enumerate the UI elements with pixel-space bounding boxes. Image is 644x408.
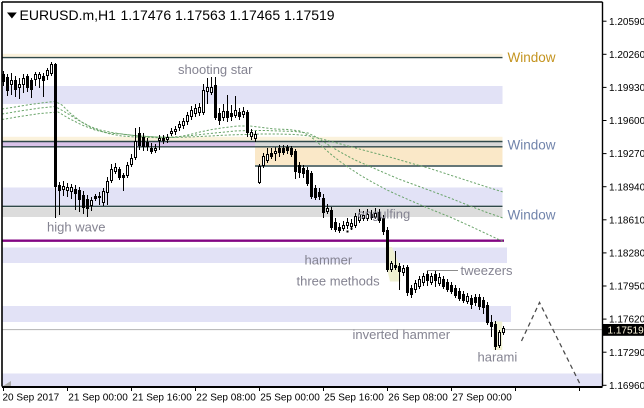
svg-text:25 Sep 16:00: 25 Sep 16:00 [324,393,384,404]
svg-text:22 Sep 08:00: 22 Sep 08:00 [196,393,256,404]
svg-text:1.19930: 1.19930 [609,83,644,94]
svg-text:1.17950: 1.17950 [609,282,644,293]
svg-text:harami: harami [478,350,518,365]
svg-text:26 Sep 08:00: 26 Sep 08:00 [388,393,448,404]
svg-text:three methods: three methods [297,274,381,289]
svg-text:21 Sep 16:00: 21 Sep 16:00 [132,393,192,404]
svg-text:21 Sep 00:00: 21 Sep 00:00 [68,393,128,404]
svg-text:tweezers: tweezers [461,263,514,278]
svg-text:1.19270: 1.19270 [609,149,644,160]
svg-text:Window: Window [508,50,556,65]
svg-text:Window: Window [508,208,556,223]
svg-text:1.20260: 1.20260 [609,50,644,61]
svg-text:engulfing: engulfing [358,207,411,222]
svg-text:1.16960: 1.16960 [609,381,644,392]
svg-text:hammer: hammer [305,253,353,268]
svg-text:1.20590: 1.20590 [609,17,644,28]
svg-text:1.18280: 1.18280 [609,249,644,260]
svg-text:1.19600: 1.19600 [609,116,644,127]
svg-text:1.17476 1.17563 1.17465 1.1751: 1.17476 1.17563 1.17465 1.17519 [121,7,335,23]
svg-text:1.17290: 1.17290 [609,348,644,359]
svg-text:high wave: high wave [47,220,106,235]
svg-text:Window: Window [508,138,556,153]
svg-text:20 Sep 2017: 20 Sep 2017 [3,393,60,404]
svg-text:shooting star: shooting star [178,62,253,77]
svg-text:EURUSD.m,H1: EURUSD.m,H1 [20,7,117,23]
svg-text:27 Sep 00:00: 27 Sep 00:00 [452,393,512,404]
svg-text:1.18610: 1.18610 [609,215,644,226]
svg-text:inverted hammer: inverted hammer [353,327,451,342]
svg-text:1.17519: 1.17519 [608,325,644,336]
svg-text:1.17620: 1.17620 [609,315,644,326]
svg-text:1.18940: 1.18940 [609,182,644,193]
svg-text:25 Sep 00:00: 25 Sep 00:00 [260,393,320,404]
